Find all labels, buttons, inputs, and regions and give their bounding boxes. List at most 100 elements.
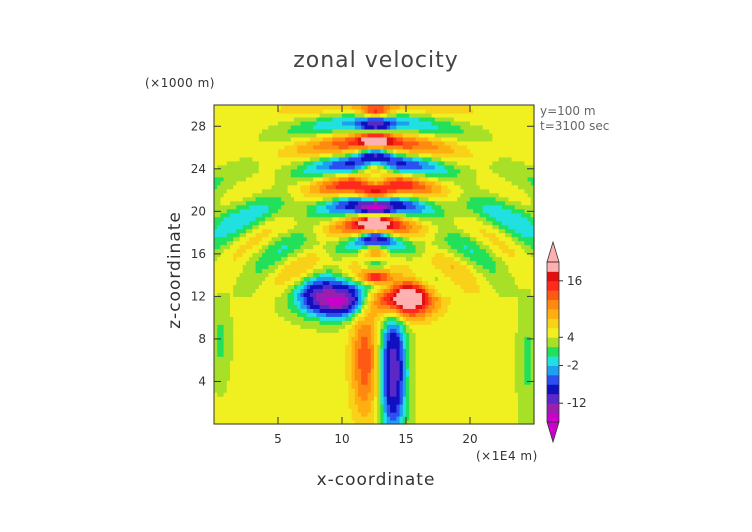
contour-cell — [246, 352, 250, 357]
contour-cell — [386, 400, 391, 405]
contour-cell — [316, 124, 321, 130]
contour-cell — [348, 300, 353, 305]
contour-cell — [322, 248, 327, 254]
contour-cell — [326, 224, 330, 230]
contour-cell — [290, 280, 295, 286]
contour-cell — [271, 124, 276, 130]
contour-cell — [342, 188, 346, 194]
contour-cell — [322, 332, 327, 337]
contour-cell — [265, 412, 269, 417]
contour-cell — [380, 380, 385, 385]
contour-cell — [214, 284, 218, 290]
contour-cell — [300, 128, 305, 134]
contour-cell — [364, 144, 369, 150]
contour-cell — [342, 296, 346, 301]
contour-cell — [319, 108, 324, 114]
contour-cell — [265, 392, 269, 397]
contour-cell — [335, 344, 340, 349]
contour-cell — [255, 264, 260, 270]
contour-cell — [239, 128, 244, 134]
contour-cell — [399, 148, 404, 154]
contour-cell — [217, 156, 221, 162]
contour-cell — [351, 328, 356, 333]
contour-cell — [345, 208, 349, 214]
contour-cell — [361, 344, 365, 349]
contour-cell — [249, 356, 253, 361]
contour-cell — [374, 156, 378, 162]
contour-cell — [342, 105, 346, 110]
contour-cell — [367, 168, 372, 174]
contour-cell — [348, 316, 353, 321]
contour-cell — [322, 200, 327, 206]
contour-cell — [303, 144, 308, 150]
contour-cell — [374, 376, 378, 381]
contour-cell — [255, 324, 260, 329]
contour-cell — [374, 172, 378, 178]
contour-cell — [258, 252, 263, 258]
contour-cell — [386, 216, 391, 222]
contour-cell — [246, 105, 250, 110]
contour-cell — [399, 252, 404, 258]
contour-cell — [255, 300, 260, 305]
contour-cell — [335, 248, 340, 254]
contour-cell — [278, 220, 282, 226]
contour-cell — [319, 404, 324, 409]
contour-cell — [393, 412, 397, 417]
contour-cell — [351, 188, 356, 194]
contour-cell — [383, 380, 388, 385]
contour-cell — [319, 248, 324, 254]
contour-cell — [242, 232, 247, 238]
contour-cell — [274, 264, 279, 270]
contour-cell — [290, 248, 295, 254]
contour-cell — [313, 268, 317, 274]
contour-cell — [364, 284, 369, 290]
contour-cell — [345, 244, 349, 250]
contour-cell — [338, 416, 343, 421]
contour-cell — [412, 368, 417, 373]
contour-cell — [364, 320, 369, 325]
contour-cell — [361, 248, 365, 254]
contour-cell — [409, 328, 413, 333]
contour-cell — [246, 208, 250, 214]
contour-cell — [319, 220, 324, 226]
contour-cell — [239, 260, 244, 266]
contour-cell — [390, 292, 394, 297]
contour-cell — [367, 120, 372, 126]
contour-cell — [284, 300, 289, 305]
contour-cell — [220, 328, 225, 333]
contour-cell — [329, 376, 333, 381]
contour-cell — [306, 292, 311, 297]
contour-cell — [271, 208, 276, 214]
contour-cell — [342, 144, 346, 150]
contour-cell — [399, 300, 404, 305]
contour-cell — [223, 400, 228, 405]
contour-cell — [396, 152, 401, 158]
contour-cell — [322, 268, 327, 274]
contour-cell — [214, 288, 218, 294]
contour-cell — [265, 168, 269, 174]
contour-cell — [268, 228, 273, 234]
contour-cell — [322, 156, 327, 162]
contour-cell — [246, 304, 250, 309]
contour-cell — [399, 356, 404, 361]
contour-cell — [271, 236, 276, 242]
contour-cell — [281, 264, 285, 270]
contour-cell — [287, 352, 292, 357]
contour-cell — [290, 168, 295, 174]
contour-cell — [278, 300, 282, 305]
contour-cell — [313, 408, 317, 413]
contour-cell — [297, 400, 301, 405]
contour-cell — [290, 368, 295, 373]
contour-cell — [364, 372, 369, 377]
contour-cell — [284, 144, 289, 150]
contour-cell — [393, 112, 397, 118]
contour-cell — [262, 416, 266, 421]
contour-cell — [319, 296, 324, 301]
contour-cell — [239, 320, 244, 325]
contour-cell — [284, 332, 289, 337]
contour-cell — [255, 248, 260, 254]
contour-cell — [258, 240, 263, 246]
contour-cell — [287, 204, 292, 210]
contour-cell — [377, 216, 381, 222]
contour-cell — [271, 168, 276, 174]
